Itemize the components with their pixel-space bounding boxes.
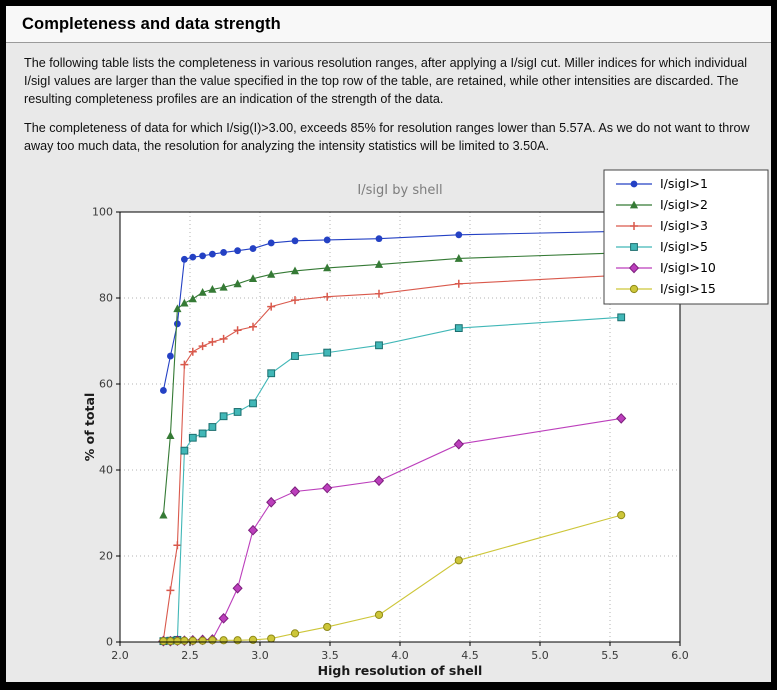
series-I/sigI>15 xyxy=(159,511,626,646)
svg-text:I/sigI>2: I/sigI>2 xyxy=(660,197,708,212)
svg-text:I/sigI>3: I/sigI>3 xyxy=(660,218,708,233)
svg-text:4.0: 4.0 xyxy=(391,649,409,662)
legend-item-I/sigI>3: I/sigI>3 xyxy=(616,218,708,233)
x-axis-label: High resolution of shell xyxy=(318,663,483,678)
description-text: The following table lists the completene… xyxy=(6,43,771,155)
paragraph-resolution-cutoff: The completeness of data for which I/sig… xyxy=(24,120,750,153)
legend-item-I/sigI>1: I/sigI>1 xyxy=(616,176,708,191)
svg-text:80: 80 xyxy=(99,292,113,305)
chart-title: I/sigI by shell xyxy=(357,183,442,198)
svg-text:I/sigI>15: I/sigI>15 xyxy=(660,281,716,296)
paragraph-completeness-intro: The following table lists the completene… xyxy=(24,56,748,106)
svg-text:0: 0 xyxy=(106,636,113,649)
series-I/sigI>2 xyxy=(159,248,626,519)
svg-text:3.5: 3.5 xyxy=(321,649,339,662)
svg-text:I/sigI>5: I/sigI>5 xyxy=(660,239,708,254)
completeness-chart: 2.0 2.5 3.0 3.5 4.0 4.5 5.0 5.5 6.0 0 20 40 60 80 100 I… xyxy=(82,169,769,678)
page-title: Completeness and data strength xyxy=(22,15,281,33)
svg-text:5.5: 5.5 xyxy=(601,649,619,662)
series-I/sigI>1 xyxy=(160,228,625,395)
svg-text:3.0: 3.0 xyxy=(251,649,269,662)
svg-text:6.0: 6.0 xyxy=(671,649,689,662)
chart-legend: I/sigI>1 I/sigI>2 I/sigI>3 I/sigI>5 I/sigI>1… xyxy=(603,169,769,305)
y-axis-label: % of total xyxy=(82,393,97,462)
legend-item-I/sigI>2: I/sigI>2 xyxy=(616,197,708,212)
legend-item-I/sigI>10: I/sigI>10 xyxy=(616,260,716,275)
page-title-bar: Completeness and data strength xyxy=(6,6,771,43)
svg-text:5.0: 5.0 xyxy=(531,649,549,662)
legend-item-I/sigI>15: I/sigI>15 xyxy=(616,281,716,296)
axis-ticks: 2.0 2.5 3.0 3.5 4.0 4.5 5.0 5.5 6.0 0 20 40 60 80 100 xyxy=(92,206,689,663)
svg-text:2.0: 2.0 xyxy=(111,649,129,662)
report-panel: Completeness and data strength The follo… xyxy=(6,6,771,682)
legend-item-I/sigI>5: I/sigI>5 xyxy=(616,239,708,254)
svg-text:2.5: 2.5 xyxy=(181,649,199,662)
svg-text:20: 20 xyxy=(99,550,113,563)
svg-text:60: 60 xyxy=(99,378,113,391)
chart-grid xyxy=(120,212,680,643)
svg-text:I/sigI>10: I/sigI>10 xyxy=(660,260,716,275)
svg-text:4.5: 4.5 xyxy=(461,649,479,662)
svg-text:100: 100 xyxy=(92,206,113,219)
svg-text:40: 40 xyxy=(99,464,113,477)
svg-text:I/sigI>1: I/sigI>1 xyxy=(660,176,708,191)
